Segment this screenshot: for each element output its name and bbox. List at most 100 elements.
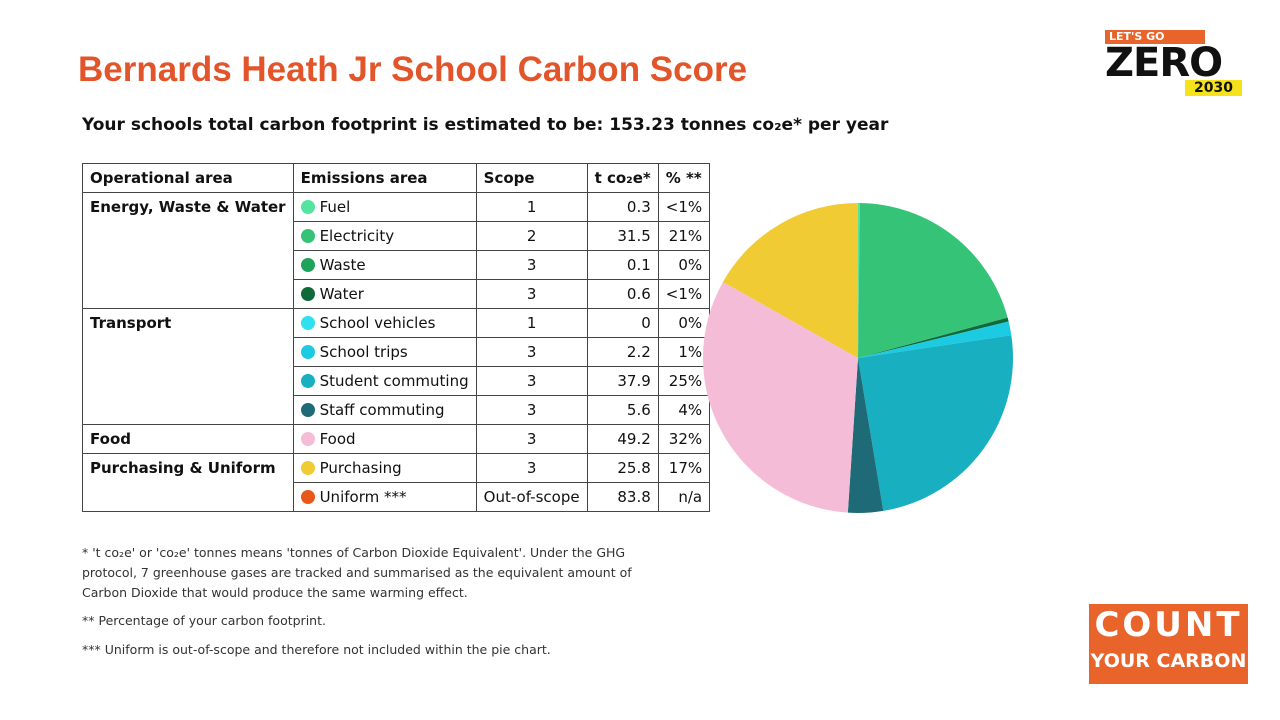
footnote: *** Uniform is out-of-scope and therefor… bbox=[82, 642, 551, 657]
percent: 0% bbox=[657, 308, 711, 338]
percent: n/a bbox=[657, 482, 711, 512]
title: Bernards Heath Jr School Carbon Score bbox=[78, 50, 748, 89]
color-dot bbox=[300, 316, 315, 330]
column-header: t co₂e* bbox=[586, 163, 659, 193]
pie-slice bbox=[858, 317, 1008, 358]
pie-slice bbox=[858, 317, 1009, 358]
emissions-name: Food bbox=[319, 430, 356, 448]
logo-text: 2030 bbox=[1185, 80, 1242, 96]
scope: 3 bbox=[475, 366, 588, 396]
footnote: ** Percentage of your carbon footprint. bbox=[82, 613, 326, 628]
pie-slice bbox=[858, 321, 1012, 358]
scope: 3 bbox=[475, 395, 588, 425]
percent: 4% bbox=[657, 395, 711, 425]
tonnes: 0 bbox=[586, 308, 659, 338]
percent: 32% bbox=[657, 424, 711, 454]
table-row: Uniform *** Out-of-scope 83.8 n/a bbox=[83, 482, 711, 512]
emissions-name: Purchasing bbox=[319, 459, 402, 477]
emissions-name: Staff commuting bbox=[319, 401, 445, 419]
percent: 17% bbox=[657, 453, 711, 483]
emissions-table: Operational area Emissions area Scope t co₂… bbox=[82, 163, 711, 512]
table-row: Transport School vehicles 1 0 0% bbox=[82, 308, 711, 425]
emissions-area: Student commuting bbox=[292, 366, 477, 396]
tonnes: 0.1 bbox=[586, 250, 659, 280]
column-header: Scope bbox=[475, 163, 588, 193]
scope: 3 bbox=[475, 453, 588, 483]
tonnes: 2.2 bbox=[586, 337, 659, 367]
tonnes: 0.6 bbox=[586, 279, 659, 309]
emissions-name: Fuel bbox=[319, 198, 351, 216]
tonnes: 0.3 bbox=[586, 192, 659, 222]
operational-area: Purchasing & Uniform bbox=[82, 453, 294, 512]
subtitle: Your schools total carbon footprint is e… bbox=[82, 115, 889, 135]
table-row: Purchasing & Uniform Purchasing 3 25.8 17% bbox=[82, 453, 711, 512]
color-dot bbox=[300, 490, 315, 504]
table-row: Electricity 2 31.5 21% bbox=[83, 221, 711, 251]
color-dot bbox=[300, 345, 315, 359]
emissions-area: Water bbox=[292, 279, 477, 309]
scope: 1 bbox=[475, 192, 588, 222]
emissions-name: Water bbox=[319, 285, 364, 303]
operational-area: Energy, Waste & Water bbox=[82, 192, 294, 309]
logo-text: YOUR CARBON bbox=[1090, 650, 1247, 672]
tonnes: 5.6 bbox=[586, 395, 659, 425]
pie-slice bbox=[858, 203, 1008, 358]
emissions-area: Uniform *** bbox=[292, 482, 477, 512]
column-header: Operational area bbox=[82, 163, 294, 193]
emissions-name: Electricity bbox=[319, 227, 395, 245]
tonnes: 31.5 bbox=[586, 221, 659, 251]
scope: 2 bbox=[475, 221, 588, 251]
percent: <1% bbox=[657, 279, 711, 309]
color-dot bbox=[300, 461, 315, 475]
emissions-name: School vehicles bbox=[319, 314, 436, 332]
scope: 3 bbox=[475, 337, 588, 367]
scope: 1 bbox=[475, 308, 588, 338]
operational-area: Food bbox=[82, 424, 294, 454]
percent: 1% bbox=[657, 337, 711, 367]
percent: 25% bbox=[657, 366, 711, 396]
color-dot bbox=[300, 258, 315, 272]
header-row: Operational area Emissions area Scope t co₂… bbox=[82, 163, 711, 193]
pie-slice bbox=[847, 358, 884, 513]
table-row: Student commuting 3 37.9 25% bbox=[83, 366, 711, 396]
count-logo: COUNT YOUR CARBON bbox=[1089, 604, 1248, 684]
logo-text: ZERO bbox=[1105, 40, 1223, 86]
scope: 3 bbox=[475, 424, 588, 454]
operational-area: Transport bbox=[82, 308, 294, 425]
emissions-name: Uniform *** bbox=[319, 488, 407, 506]
pie-slice bbox=[858, 335, 1013, 511]
logo-text: COUNT bbox=[1094, 605, 1243, 645]
emissions-area: School trips bbox=[292, 337, 477, 367]
table-row: Energy, Waste & Water Fuel 1 0.3 <1% bbox=[82, 192, 711, 309]
emissions-area: School vehicles bbox=[292, 308, 477, 338]
zero-logo: LET'S GO ZERO 2030 bbox=[1105, 30, 1242, 96]
table-row: Food Food 3 49.2 32% bbox=[82, 424, 711, 454]
pie-chart bbox=[703, 203, 1013, 513]
column-header: % ** bbox=[657, 163, 711, 193]
tonnes: 83.8 bbox=[586, 482, 659, 512]
table-row: Water 3 0.6 <1% bbox=[83, 279, 711, 309]
color-dot bbox=[300, 229, 315, 243]
percent: 21% bbox=[657, 221, 711, 251]
emissions-name: School trips bbox=[319, 343, 408, 361]
scope: 3 bbox=[475, 250, 588, 280]
percent: <1% bbox=[657, 192, 711, 222]
color-dot bbox=[300, 432, 315, 446]
emissions-area: Food bbox=[292, 424, 477, 454]
color-dot bbox=[300, 374, 315, 388]
tonnes: 37.9 bbox=[586, 366, 659, 396]
pie-slice bbox=[703, 281, 858, 513]
emissions-area: Staff commuting bbox=[292, 395, 477, 425]
emissions-area: Electricity bbox=[292, 221, 477, 251]
footnote: * 't co₂e' or 'co₂e' tonnes means 'tonne… bbox=[82, 545, 632, 600]
emissions-area: Waste bbox=[292, 250, 477, 280]
emissions-area: Fuel bbox=[292, 192, 477, 222]
emissions-name: Student commuting bbox=[319, 372, 469, 390]
color-dot bbox=[300, 403, 315, 417]
scope: Out-of-scope bbox=[475, 482, 588, 512]
table-row: School trips 3 2.2 1% bbox=[83, 337, 711, 367]
scope: 3 bbox=[475, 279, 588, 309]
column-header: Emissions area bbox=[292, 163, 477, 193]
pie-slice bbox=[722, 203, 858, 358]
